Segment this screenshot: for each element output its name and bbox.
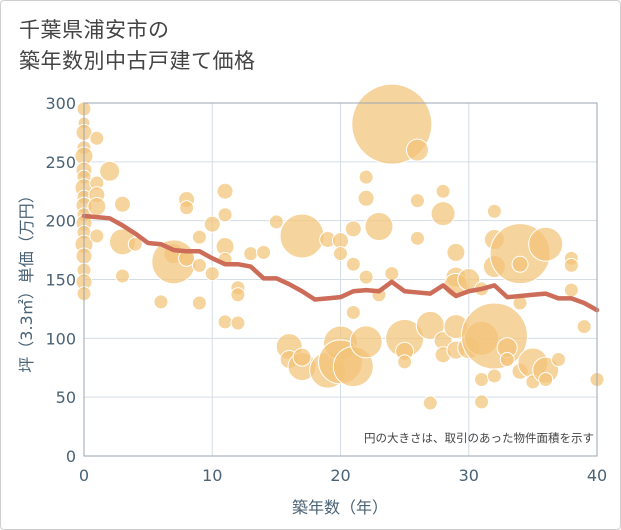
bubble-point[interactable] xyxy=(243,246,259,262)
bubble-point[interactable] xyxy=(499,352,515,368)
plot-area-border xyxy=(83,102,598,457)
bubble-point[interactable] xyxy=(409,193,425,209)
bubble-point[interactable] xyxy=(89,130,105,146)
size-legend-note: 円の大きさは、取引のあった物件面積を示す xyxy=(364,431,594,445)
bubble-point[interactable] xyxy=(358,169,374,185)
y-tick-label: 250 xyxy=(45,153,76,172)
bubble-point[interactable] xyxy=(345,256,361,272)
chart-title-line-1: 千葉県浦安市の xyxy=(19,18,170,42)
x-tick-label: 10 xyxy=(202,466,222,485)
bubble-point[interactable] xyxy=(268,214,284,230)
bubble-point[interactable] xyxy=(486,203,502,219)
bubble-point[interactable] xyxy=(87,197,107,217)
bubble-point[interactable] xyxy=(576,319,592,335)
y-axis-label: 坪（3.3㎡）単価（万円） xyxy=(17,187,36,372)
bubble-point[interactable] xyxy=(422,395,438,411)
bubble-point[interactable] xyxy=(563,257,579,273)
chart-title-line-2: 築年数別中古戸建て価格 xyxy=(19,49,256,73)
x-axis-label: 築年数（年） xyxy=(292,498,388,517)
bubble-point[interactable] xyxy=(563,282,579,298)
bubble-point[interactable] xyxy=(538,372,554,388)
bubble-point[interactable] xyxy=(384,266,400,282)
bubble-point[interactable] xyxy=(344,220,362,238)
bubble-point[interactable] xyxy=(364,212,394,242)
bubble-point[interactable] xyxy=(217,207,233,223)
bubble-point[interactable] xyxy=(191,295,207,311)
bubble-point[interactable] xyxy=(345,304,361,320)
bubble-point[interactable] xyxy=(435,183,451,199)
bubble-point[interactable] xyxy=(349,325,383,359)
bubble-point[interactable] xyxy=(279,213,325,259)
bubble-point[interactable] xyxy=(230,287,246,303)
bubble-point[interactable] xyxy=(430,201,456,227)
bubble-point[interactable] xyxy=(179,200,195,216)
bubble-point[interactable] xyxy=(551,352,567,368)
bubble-point[interactable] xyxy=(216,182,234,200)
x-tick-label: 30 xyxy=(459,466,479,485)
bubble-point[interactable] xyxy=(474,372,490,388)
bubble-point[interactable] xyxy=(357,189,375,207)
bubble-point[interactable] xyxy=(99,160,121,182)
bubble-point[interactable] xyxy=(113,195,131,213)
y-tick-label: 50 xyxy=(56,388,76,407)
bubble-point[interactable] xyxy=(230,315,246,331)
x-axis-ticks: 0 10 20 30 40 xyxy=(79,466,607,485)
bubble-point[interactable] xyxy=(474,394,490,410)
y-tick-label: 150 xyxy=(45,271,76,290)
bubble-point[interactable] xyxy=(486,368,502,384)
bubble-point[interactable] xyxy=(256,244,272,260)
y-tick-label: 0 xyxy=(66,447,76,466)
y-tick-label: 200 xyxy=(45,212,76,231)
bubble-point[interactable] xyxy=(358,269,374,285)
y-axis-ticks: 0 50 100 150 200 250 300 xyxy=(45,94,76,466)
bubble-point[interactable] xyxy=(397,354,413,370)
bubble-point[interactable] xyxy=(114,268,130,284)
x-tick-label: 20 xyxy=(330,466,350,485)
bubble-point[interactable] xyxy=(204,266,220,282)
y-tick-label: 100 xyxy=(45,329,76,348)
bubble-point[interactable] xyxy=(460,302,528,370)
bubble-point[interactable] xyxy=(127,236,143,252)
bubble-point[interactable] xyxy=(409,230,425,246)
bubble-point[interactable] xyxy=(446,242,466,262)
x-tick-label: 40 xyxy=(587,466,607,485)
x-tick-label: 0 xyxy=(79,466,89,485)
chart-title: 千葉県浦安市の 築年数別中古戸建て価格 xyxy=(19,15,256,77)
bubble-point[interactable] xyxy=(292,347,312,367)
bubble-point[interactable] xyxy=(153,294,169,310)
average-price-line[interactable] xyxy=(81,213,600,313)
bubble-series xyxy=(74,83,605,411)
bubble-point[interactable] xyxy=(191,229,207,245)
average-line-series xyxy=(81,213,600,313)
bubble-point[interactable] xyxy=(89,228,105,244)
bubble-point[interactable] xyxy=(191,257,207,273)
bubble-point[interactable] xyxy=(203,215,221,233)
bubble-point[interactable] xyxy=(333,246,348,262)
bubble-point[interactable] xyxy=(528,226,564,262)
bubble-point[interactable] xyxy=(217,314,233,330)
bubble-point[interactable] xyxy=(511,255,529,273)
bubble-point[interactable] xyxy=(405,138,429,162)
y-tick-label: 300 xyxy=(45,94,76,113)
